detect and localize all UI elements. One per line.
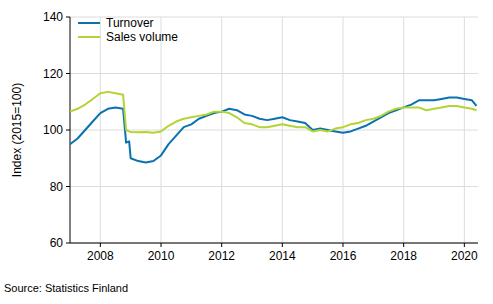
legend-swatch: [78, 22, 100, 24]
grid-line: [464, 17, 465, 243]
tick: [66, 186, 70, 187]
grid-line: [70, 243, 478, 244]
series-line: [70, 92, 476, 133]
tick: [161, 243, 162, 247]
tick-label: 140: [43, 10, 63, 24]
grid-line: [282, 17, 283, 243]
y-axis: [70, 17, 71, 243]
source: Source: Statistics Finland: [4, 282, 128, 294]
grid-line: [403, 17, 404, 243]
chart: 60 80 100 120 140 2008 2010 2012 2014 2016 2018 202…: [0, 0, 493, 304]
tick: [66, 73, 70, 74]
grid-line: [70, 130, 478, 131]
tick-label: 2008: [87, 249, 114, 263]
tick-label: 100: [43, 123, 63, 137]
plot-area: [70, 92, 476, 163]
tick: [464, 243, 465, 247]
tick-label: 2012: [208, 249, 235, 263]
tick-label: 2010: [148, 249, 175, 263]
grid-line: [343, 17, 344, 243]
tick-label: 2014: [269, 249, 296, 263]
tick-label: 2020: [451, 249, 478, 263]
tick-label: 2018: [390, 249, 417, 263]
y-axis-label: Index (2015=100): [10, 83, 24, 177]
tick-label: 2016: [330, 249, 357, 263]
tick-label: 60: [50, 236, 64, 250]
tick: [66, 17, 70, 18]
x-axis: [70, 243, 478, 244]
tick: [403, 243, 404, 247]
grid-line: [221, 17, 222, 243]
tick: [66, 130, 70, 131]
tick: [343, 243, 344, 247]
tick: [66, 243, 70, 244]
tick: [100, 243, 101, 247]
grid-line: [100, 17, 101, 243]
tick: [282, 243, 283, 247]
legend-label: Sales volume: [106, 30, 178, 44]
legend-swatch: [78, 36, 100, 38]
tick-label: 80: [50, 180, 64, 194]
tick-label: 120: [43, 67, 63, 81]
tick: [221, 243, 222, 247]
grid-line: [70, 186, 478, 187]
legend-label: Turnover: [106, 16, 154, 30]
grid-line: [70, 73, 478, 74]
